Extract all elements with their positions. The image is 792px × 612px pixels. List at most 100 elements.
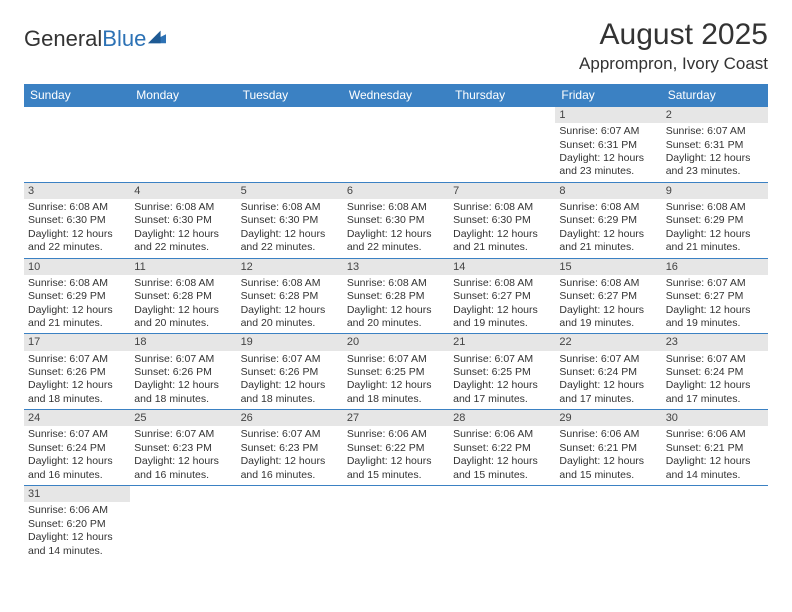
sunrise-line: Sunrise: 6:07 AM	[134, 353, 232, 366]
calendar-cell: 27Sunrise: 6:06 AMSunset: 6:22 PMDayligh…	[343, 410, 449, 486]
daylight-line: Daylight: 12 hours	[666, 228, 764, 241]
sunrise-line: Sunrise: 6:07 AM	[28, 353, 126, 366]
daylight-line: and 22 minutes.	[28, 241, 126, 254]
daylight-line: and 21 minutes.	[28, 317, 126, 330]
sunset-line: Sunset: 6:25 PM	[453, 366, 551, 379]
day-number: 29	[555, 410, 661, 426]
daylight-line: and 18 minutes.	[28, 393, 126, 406]
calendar-cell: 23Sunrise: 6:07 AMSunset: 6:24 PMDayligh…	[662, 334, 768, 410]
sunrise-line: Sunrise: 6:08 AM	[241, 277, 339, 290]
daylight-line: and 21 minutes.	[666, 241, 764, 254]
sunrise-line: Sunrise: 6:08 AM	[241, 201, 339, 214]
logo-text-b: Blue	[102, 26, 146, 52]
daylight-line: and 22 minutes.	[134, 241, 232, 254]
daylight-line: Daylight: 12 hours	[28, 455, 126, 468]
calendar-week: 31Sunrise: 6:06 AMSunset: 6:20 PMDayligh…	[24, 486, 768, 561]
calendar-week: 1Sunrise: 6:07 AMSunset: 6:31 PMDaylight…	[24, 107, 768, 183]
sunset-line: Sunset: 6:26 PM	[28, 366, 126, 379]
daylight-line: and 21 minutes.	[453, 241, 551, 254]
day-number: 18	[130, 334, 236, 350]
calendar-week: 24Sunrise: 6:07 AMSunset: 6:24 PMDayligh…	[24, 410, 768, 486]
calendar-cell: 15Sunrise: 6:08 AMSunset: 6:27 PMDayligh…	[555, 258, 661, 334]
calendar-cell: 18 Sunrise: 6:07 AMSunset: 6:26 PMDayligh…	[130, 334, 236, 410]
calendar-cell	[343, 107, 449, 183]
calendar-cell	[237, 486, 343, 561]
day-number: 21	[449, 334, 555, 350]
day-number: 9	[662, 183, 768, 199]
sunset-line: Sunset: 6:21 PM	[666, 442, 764, 455]
daylight-line: Daylight: 12 hours	[28, 228, 126, 241]
sunrise-line: Sunrise: 6:08 AM	[453, 277, 551, 290]
calendar-cell: 29Sunrise: 6:06 AMSunset: 6:21 PMDayligh…	[555, 410, 661, 486]
daylight-line: and 22 minutes.	[241, 241, 339, 254]
daylight-line: Daylight: 12 hours	[666, 455, 764, 468]
daylight-line: and 17 minutes.	[453, 393, 551, 406]
sunset-line: Sunset: 6:31 PM	[666, 139, 764, 152]
page-header: GeneralBlue August 2025 Apprompron, Ivor…	[24, 18, 768, 74]
day-number: 3	[24, 183, 130, 199]
day-number: 2	[662, 107, 768, 123]
calendar-cell: 22Sunrise: 6:07 AMSunset: 6:24 PMDayligh…	[555, 334, 661, 410]
day-number: 13	[343, 259, 449, 275]
day-number: 14	[449, 259, 555, 275]
calendar-cell: 9Sunrise: 6:08 AMSunset: 6:29 PMDaylight…	[662, 182, 768, 258]
calendar-cell: 10Sunrise: 6:08 AMSunset: 6:29 PMDayligh…	[24, 258, 130, 334]
day-number: 27	[343, 410, 449, 426]
title-block: August 2025 Apprompron, Ivory Coast	[579, 18, 768, 74]
daylight-line: Daylight: 12 hours	[453, 379, 551, 392]
day-number: 24	[24, 410, 130, 426]
sunrise-line: Sunrise: 6:06 AM	[347, 428, 445, 441]
daylight-line: and 16 minutes.	[134, 469, 232, 482]
daylight-line: Daylight: 12 hours	[347, 379, 445, 392]
daylight-line: Daylight: 12 hours	[28, 304, 126, 317]
day-number: 23	[662, 334, 768, 350]
sunset-line: Sunset: 6:29 PM	[28, 290, 126, 303]
sunset-line: Sunset: 6:27 PM	[453, 290, 551, 303]
daylight-line: and 19 minutes.	[453, 317, 551, 330]
sunset-line: Sunset: 6:20 PM	[28, 518, 126, 531]
calendar-cell: 3Sunrise: 6:08 AMSunset: 6:30 PMDaylight…	[24, 182, 130, 258]
sunrise-line: Sunrise: 6:06 AM	[666, 428, 764, 441]
day-header: Sunday	[24, 84, 130, 107]
daylight-line: Daylight: 12 hours	[134, 455, 232, 468]
calendar-cell: 26Sunrise: 6:07 AMSunset: 6:23 PMDayligh…	[237, 410, 343, 486]
calendar-table: SundayMondayTuesdayWednesdayThursdayFrid…	[24, 84, 768, 561]
logo-mark-icon	[148, 28, 166, 44]
logo-text-a: General	[24, 26, 102, 52]
daylight-line: and 20 minutes.	[241, 317, 339, 330]
day-number: 25	[130, 410, 236, 426]
daylight-line: Daylight: 12 hours	[134, 379, 232, 392]
daylight-line: Daylight: 12 hours	[134, 228, 232, 241]
sunrise-line: Sunrise: 6:08 AM	[28, 277, 126, 290]
day-number: 20	[343, 334, 449, 350]
sunset-line: Sunset: 6:26 PM	[134, 366, 232, 379]
sunset-line: Sunset: 6:23 PM	[241, 442, 339, 455]
sunrise-line: Sunrise: 6:08 AM	[559, 277, 657, 290]
daylight-line: Daylight: 12 hours	[559, 304, 657, 317]
daylight-line: Daylight: 12 hours	[453, 455, 551, 468]
sunset-line: Sunset: 6:21 PM	[559, 442, 657, 455]
sunrise-line: Sunrise: 6:07 AM	[241, 428, 339, 441]
daylight-line: Daylight: 12 hours	[347, 455, 445, 468]
sunrise-line: Sunrise: 6:07 AM	[666, 125, 764, 138]
sunrise-line: Sunrise: 6:07 AM	[241, 353, 339, 366]
daylight-line: and 17 minutes.	[666, 393, 764, 406]
day-number: 7	[449, 183, 555, 199]
day-header: Saturday	[662, 84, 768, 107]
calendar-cell: 16Sunrise: 6:07 AMSunset: 6:27 PMDayligh…	[662, 258, 768, 334]
calendar-cell	[343, 486, 449, 561]
sunrise-line: Sunrise: 6:08 AM	[134, 201, 232, 214]
calendar-cell: 19Sunrise: 6:07 AMSunset: 6:26 PMDayligh…	[237, 334, 343, 410]
daylight-line: and 14 minutes.	[666, 469, 764, 482]
calendar-cell	[130, 486, 236, 561]
sunrise-line: Sunrise: 6:07 AM	[134, 428, 232, 441]
sunset-line: Sunset: 6:27 PM	[666, 290, 764, 303]
sunset-line: Sunset: 6:24 PM	[559, 366, 657, 379]
calendar-week: 10Sunrise: 6:08 AMSunset: 6:29 PMDayligh…	[24, 258, 768, 334]
calendar-cell: 11Sunrise: 6:08 AMSunset: 6:28 PMDayligh…	[130, 258, 236, 334]
sunrise-line: Sunrise: 6:07 AM	[666, 353, 764, 366]
daylight-line: Daylight: 12 hours	[28, 531, 126, 544]
daylight-line: and 23 minutes.	[559, 165, 657, 178]
calendar-cell: 7Sunrise: 6:08 AMSunset: 6:30 PMDaylight…	[449, 182, 555, 258]
calendar-cell	[662, 486, 768, 561]
